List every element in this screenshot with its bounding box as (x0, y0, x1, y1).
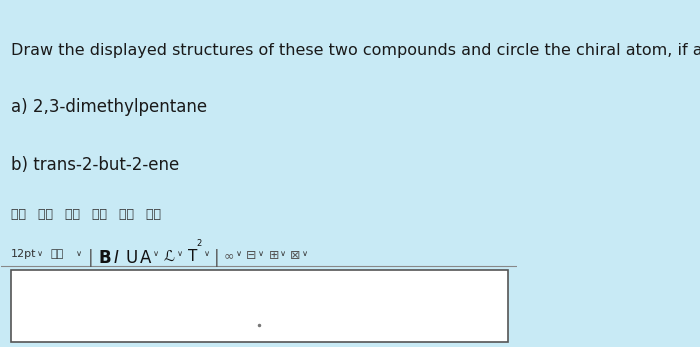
Text: ∨: ∨ (236, 249, 242, 258)
Text: B: B (98, 249, 111, 267)
Text: ⊟: ⊟ (246, 249, 257, 262)
Text: ∨: ∨ (76, 249, 83, 258)
Text: T: T (188, 249, 197, 264)
Text: |: | (88, 249, 94, 267)
Text: U: U (125, 249, 137, 267)
Text: 12pt: 12pt (10, 249, 36, 259)
Text: ∨: ∨ (36, 249, 43, 258)
Text: a) 2,3-dimethylpentane: a) 2,3-dimethylpentane (10, 98, 206, 116)
Text: ∨: ∨ (258, 249, 265, 258)
Text: ⊠: ⊠ (290, 249, 301, 262)
Text: ⊞: ⊞ (269, 249, 279, 262)
Text: ∨: ∨ (176, 249, 183, 258)
Text: A: A (139, 249, 151, 267)
Text: ∨: ∨ (204, 249, 210, 258)
Text: I: I (114, 249, 119, 267)
Text: ∞: ∞ (223, 249, 234, 262)
Text: ∨: ∨ (153, 249, 159, 258)
Text: 编辑   查看   插入   格式   工具   表格: 编辑 查看 插入 格式 工具 表格 (10, 208, 161, 221)
Text: 段落: 段落 (50, 249, 64, 259)
Text: |: | (214, 249, 220, 267)
Text: ℒ: ℒ (164, 249, 175, 264)
Text: b) trans-2-but-2-ene: b) trans-2-but-2-ene (10, 156, 179, 174)
Bar (10, 270, 508, 342)
Text: ∨: ∨ (302, 249, 308, 258)
Text: Draw the displayed structures of these two compounds and circle the chiral atom,: Draw the displayed structures of these t… (10, 43, 700, 58)
Text: 2: 2 (196, 239, 202, 248)
Text: ∨: ∨ (280, 249, 286, 258)
